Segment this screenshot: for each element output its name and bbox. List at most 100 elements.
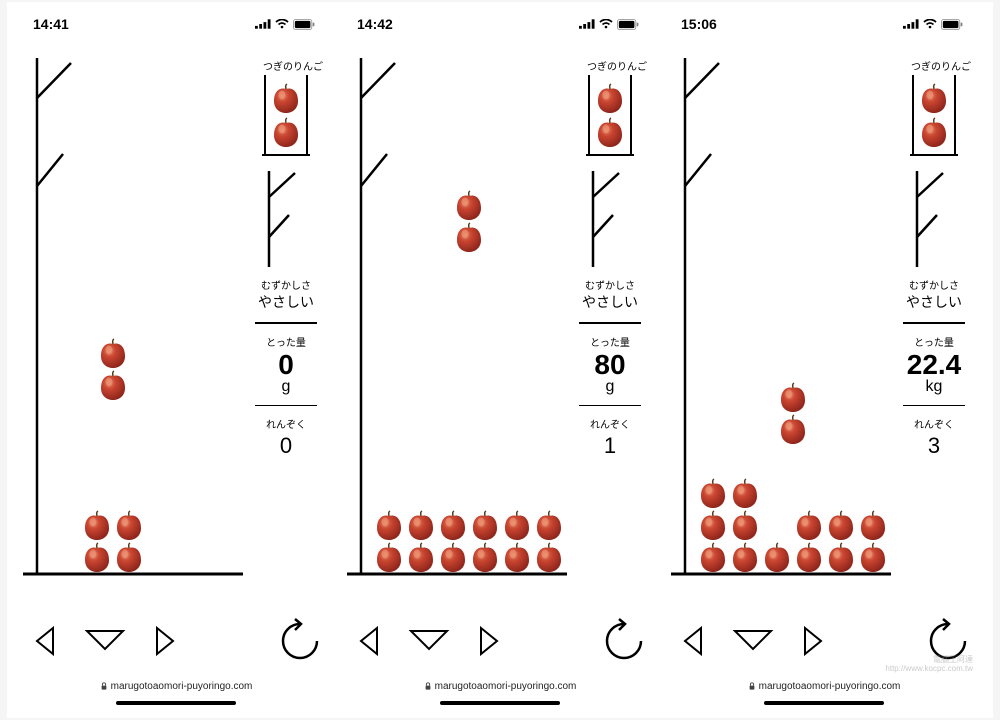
difficulty-label: むずかしさ — [889, 277, 979, 292]
url-text: marugotoaomori-puyoringo.com — [759, 681, 901, 692]
amount-label: とった量 — [241, 334, 331, 349]
move-left-button[interactable] — [673, 620, 715, 662]
next-apple — [594, 117, 626, 149]
lock-icon — [424, 682, 432, 690]
battery-icon — [941, 19, 963, 30]
divider — [255, 322, 317, 324]
battery-icon — [617, 19, 639, 30]
stacked-apple — [81, 542, 113, 574]
game-area[interactable]: つぎのりんご — [339, 38, 661, 605]
game-area[interactable]: つぎのりんご — [15, 38, 337, 605]
signal-icon — [579, 19, 595, 29]
combo-block: れんぞく 3 — [889, 412, 979, 463]
next-piece-box — [586, 75, 634, 161]
game-area[interactable]: つぎのりんご — [663, 38, 985, 605]
move-right-button[interactable] — [143, 620, 185, 662]
playfield[interactable] — [347, 58, 559, 578]
status-bar: 14:42 — [339, 10, 661, 38]
move-left-button[interactable] — [349, 620, 391, 662]
difficulty-block: むずかしさ やさしい — [241, 273, 331, 316]
wifi-icon — [923, 19, 937, 29]
next-apple — [594, 83, 626, 115]
stacked-apple — [469, 510, 501, 542]
combo-block: れんぞく 0 — [241, 412, 331, 463]
next-label: つぎのりんご — [889, 58, 979, 73]
mini-tree — [889, 171, 979, 267]
stacked-apple — [405, 542, 437, 574]
url-bar[interactable]: marugotoaomori-puyoringo.com — [15, 673, 337, 699]
url-bar[interactable]: marugotoaomori-puyoringo.com — [339, 673, 661, 699]
drop-button[interactable] — [79, 620, 131, 662]
controls — [339, 609, 661, 673]
playfield[interactable] — [23, 58, 235, 578]
combo-value: 1 — [565, 433, 655, 459]
phone-screen-0: 14:41 — [15, 10, 337, 710]
falling-apple — [97, 370, 129, 402]
stacked-apple — [373, 510, 405, 542]
amount-block: とった量 22.4 kg — [889, 330, 979, 399]
watermark: 電腦王阿達http://www.kocpc.com.tw — [885, 656, 973, 674]
stacked-apple — [697, 478, 729, 510]
next-piece-box — [910, 75, 958, 161]
amount-unit: g — [565, 379, 655, 395]
move-left-button[interactable] — [25, 620, 67, 662]
home-indicator[interactable] — [116, 701, 236, 705]
url-text: marugotoaomori-puyoringo.com — [111, 681, 253, 692]
combo-value: 3 — [889, 433, 979, 459]
status-time: 14:41 — [33, 16, 69, 32]
stacked-apple — [113, 510, 145, 542]
stacked-apple — [373, 542, 405, 574]
status-time: 14:42 — [357, 16, 393, 32]
move-right-button[interactable] — [467, 620, 509, 662]
status-icons — [255, 19, 315, 30]
next-apple — [270, 117, 302, 149]
playfield[interactable] — [671, 58, 883, 578]
side-panel: つぎのりんご — [241, 58, 331, 578]
amount-value: 0 — [241, 351, 331, 379]
rotate-button[interactable] — [273, 614, 327, 668]
home-indicator[interactable] — [440, 701, 560, 705]
phone-screen-2: 15:06 — [663, 10, 985, 710]
status-bar: 15:06 — [663, 10, 985, 38]
stacked-apple — [533, 510, 565, 542]
drop-button[interactable] — [727, 620, 779, 662]
amount-label: とった量 — [889, 334, 979, 349]
amount-unit: g — [241, 379, 331, 395]
side-panel: つぎのりんご — [889, 58, 979, 578]
amount-value: 22.4 — [889, 351, 979, 379]
rotate-button[interactable] — [597, 614, 651, 668]
stacked-apple — [825, 542, 857, 574]
stacked-apple — [437, 510, 469, 542]
next-apple — [270, 83, 302, 115]
falling-apple — [777, 382, 809, 414]
url-text: marugotoaomori-puyoringo.com — [435, 681, 577, 692]
stacked-apple — [857, 542, 889, 574]
wifi-icon — [599, 19, 613, 29]
falling-apple — [453, 222, 485, 254]
home-indicator[interactable] — [764, 701, 884, 705]
move-right-button[interactable] — [791, 620, 833, 662]
falling-apple — [777, 414, 809, 446]
stacked-apple — [501, 542, 533, 574]
falling-apple — [453, 190, 485, 222]
divider — [579, 405, 641, 407]
side-panel: つぎのりんご — [565, 58, 655, 578]
drop-button[interactable] — [403, 620, 455, 662]
stacked-apple — [405, 510, 437, 542]
wifi-icon — [275, 19, 289, 29]
status-icons — [579, 19, 639, 30]
controls — [15, 609, 337, 673]
next-label: つぎのりんご — [241, 58, 331, 73]
amount-block: とった量 80 g — [565, 330, 655, 399]
combo-block: れんぞく 1 — [565, 412, 655, 463]
divider — [579, 322, 641, 324]
stacked-apple — [469, 542, 501, 574]
url-bar[interactable]: marugotoaomori-puyoringo.com — [663, 673, 985, 699]
difficulty-value: やさしい — [241, 292, 331, 312]
amount-unit: kg — [889, 379, 979, 395]
combo-value: 0 — [241, 433, 331, 459]
stacked-apple — [761, 542, 793, 574]
amount-value: 80 — [565, 351, 655, 379]
stacked-apple — [697, 510, 729, 542]
difficulty-value: やさしい — [565, 292, 655, 312]
